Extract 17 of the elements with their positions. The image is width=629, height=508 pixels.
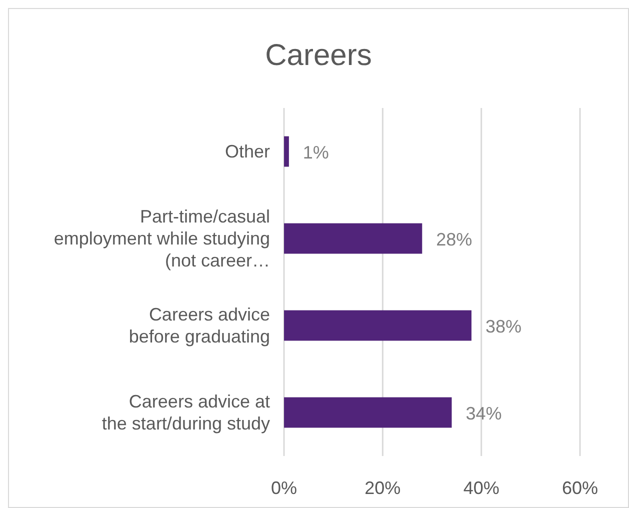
data-label: 1% — [302, 142, 329, 162]
bar — [284, 223, 422, 254]
bar — [284, 397, 452, 428]
x-tick-label: 60% — [562, 478, 598, 498]
x-tick-label: 40% — [463, 478, 500, 498]
bar — [284, 136, 289, 167]
data-label: 34% — [466, 404, 502, 424]
bar — [284, 310, 472, 341]
x-tick-label: 0% — [270, 478, 298, 498]
y-tick-label: Other — [224, 142, 270, 162]
y-tick-label: Careers advice at the start/during study — [102, 392, 270, 434]
data-label: 38% — [485, 316, 522, 336]
y-tick-label: Careers advice before graduating — [128, 304, 270, 346]
x-tick-label: 20% — [364, 478, 401, 498]
y-tick-label: Part-time/casual employment while studying (not career… — [54, 206, 270, 270]
chart-title: Careers — [265, 39, 372, 72]
data-label: 28% — [436, 230, 472, 250]
